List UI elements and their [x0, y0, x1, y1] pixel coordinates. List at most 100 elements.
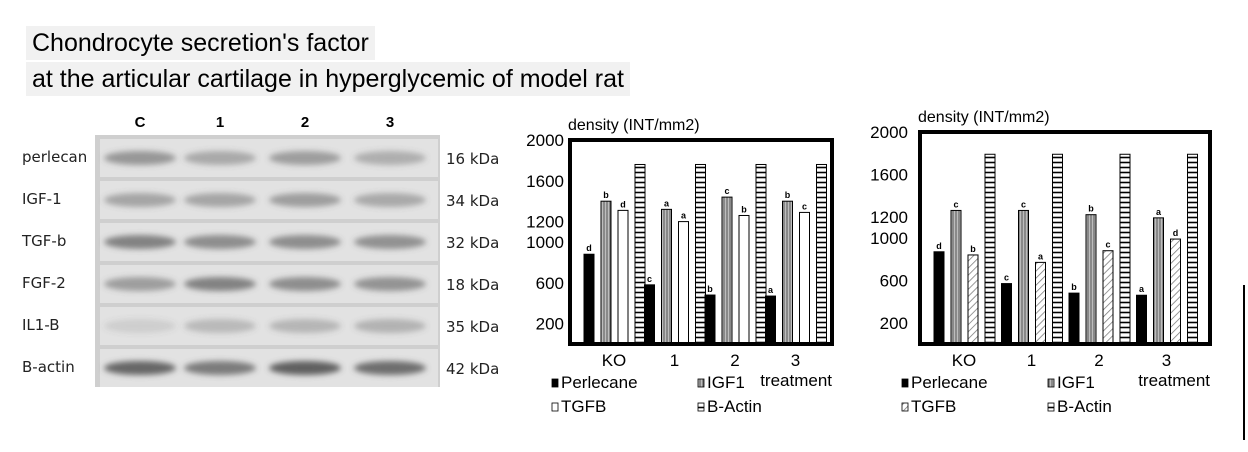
significance-letter: b: [603, 190, 609, 200]
blot-band: [184, 235, 256, 249]
legend-label: B-Actin: [707, 397, 762, 416]
blot-band: [184, 193, 256, 207]
significance-letter: b: [741, 204, 747, 214]
blot-protein-label: B-actin: [22, 358, 75, 376]
blot-band: [354, 151, 426, 165]
blot-protein-label: perlecan: [22, 148, 87, 166]
plot-frame: [918, 130, 1212, 346]
edge-divider-line: [1243, 285, 1245, 440]
bar-igf1: [600, 200, 612, 345]
x-category-label: KO: [602, 351, 627, 370]
significance-letter: d: [936, 241, 942, 251]
bar-igf1: [1018, 209, 1029, 345]
blot-band: [184, 319, 256, 333]
blot-band: [104, 277, 176, 291]
blot-band: [184, 151, 256, 165]
bar-tgfb: [678, 221, 689, 345]
significance-letter: c: [724, 186, 729, 196]
bar-perlecane: [644, 284, 655, 345]
y-tick-label: 1200: [526, 213, 564, 232]
blot-protein-label: IL1-B: [22, 316, 60, 334]
y-axis-label: density (INT/mm2): [568, 117, 700, 134]
significance-letter: c: [647, 274, 652, 284]
blot-band: [104, 361, 176, 375]
blot-lane-label: C: [135, 114, 146, 131]
significance-letter: d: [620, 199, 626, 209]
significance-letter: b: [785, 190, 791, 200]
bar-tgfb: [799, 211, 810, 345]
bar-b-actin: [816, 163, 827, 345]
legend-swatch: [551, 402, 559, 412]
legend-swatch: [1047, 402, 1055, 412]
significance-letter: b: [707, 284, 713, 294]
blot-band: [269, 361, 341, 375]
blot-band: [269, 277, 341, 291]
significance-letter: a: [681, 211, 687, 221]
bar-b-actin: [984, 153, 996, 345]
legend-label: IGF1: [1057, 373, 1095, 392]
significance-letter: d: [586, 243, 592, 253]
significance-letter: a: [1139, 284, 1145, 294]
y-tick-label: 1000: [870, 229, 908, 248]
y-tick-label: 1200: [870, 208, 908, 227]
legend-label: Perlecane: [561, 373, 638, 392]
x-category-label: 2: [1094, 351, 1103, 370]
significance-letter: c: [1004, 273, 1009, 283]
blot-band: [104, 193, 176, 207]
blot-kda-label: 42 kDa: [446, 360, 499, 378]
legend-swatch: [551, 378, 559, 388]
bar-tgfb: [1035, 261, 1046, 345]
y-tick-label: 2000: [870, 123, 908, 142]
blot-protein-label: FGF-2: [22, 274, 66, 292]
blot-lane-label: 3: [386, 114, 394, 131]
legend-swatch: [901, 402, 909, 412]
legend-label: TGFB: [911, 397, 956, 416]
blot-band: [354, 319, 426, 333]
y-tick-label: 1600: [526, 172, 564, 191]
x-category-label: 2: [730, 351, 739, 370]
significance-letter: a: [1038, 251, 1044, 261]
blot-protein-label: TGF-b: [21, 232, 66, 250]
blot-band: [354, 277, 426, 291]
bar-tgfb: [617, 209, 629, 345]
plot-frame: [568, 138, 834, 346]
blot-band: [184, 361, 256, 375]
blot-band: [184, 277, 256, 291]
bar-b-actin: [755, 163, 767, 345]
bar-igf1: [950, 209, 962, 345]
bar-igf1: [721, 196, 733, 345]
y-axis-label: density (INT/mm2): [918, 110, 1050, 126]
y-tick-label: 600: [536, 274, 564, 293]
significance-letter: a: [664, 198, 670, 208]
x-category-label: KO: [952, 351, 977, 370]
legend-swatch: [901, 378, 909, 388]
bar-b-actin: [1187, 153, 1198, 345]
bar-tgfb: [1170, 238, 1181, 345]
bar-perlecane: [933, 251, 945, 345]
significance-letter: b: [1071, 282, 1077, 292]
y-tick-label: 1600: [870, 165, 908, 184]
blot-lane-label: 1: [216, 114, 224, 131]
blot-band: [354, 193, 426, 207]
bar-perlecane: [704, 294, 716, 345]
bar-igf1: [661, 208, 672, 345]
y-tick-label: 600: [880, 271, 908, 290]
x-category-label: 3: [791, 351, 800, 370]
bar-perlecane: [1136, 294, 1147, 345]
y-tick-label: 200: [880, 314, 908, 333]
x-axis-label: treatment: [1138, 371, 1210, 390]
legend-label: Perlecane: [911, 373, 988, 392]
blot-kda-label: 35 kDa: [446, 318, 499, 336]
blot-kda-label: 16 kDa: [446, 150, 499, 168]
blot-band: [269, 193, 341, 207]
blot-band: [104, 235, 176, 249]
x-axis-label: treatment: [760, 371, 832, 390]
blot-band: [269, 235, 341, 249]
bar-perlecane: [1001, 283, 1012, 345]
bar-perlecane: [765, 295, 776, 345]
y-tick-label: 200: [536, 315, 564, 334]
bar-igf1: [1085, 214, 1097, 345]
bar-b-actin: [1052, 153, 1063, 345]
western-blot-panel: C 1 2 3 perlecan 16 kDa IGF-1 34 kDa TGF-b 32 kDa…: [21, 114, 499, 387]
